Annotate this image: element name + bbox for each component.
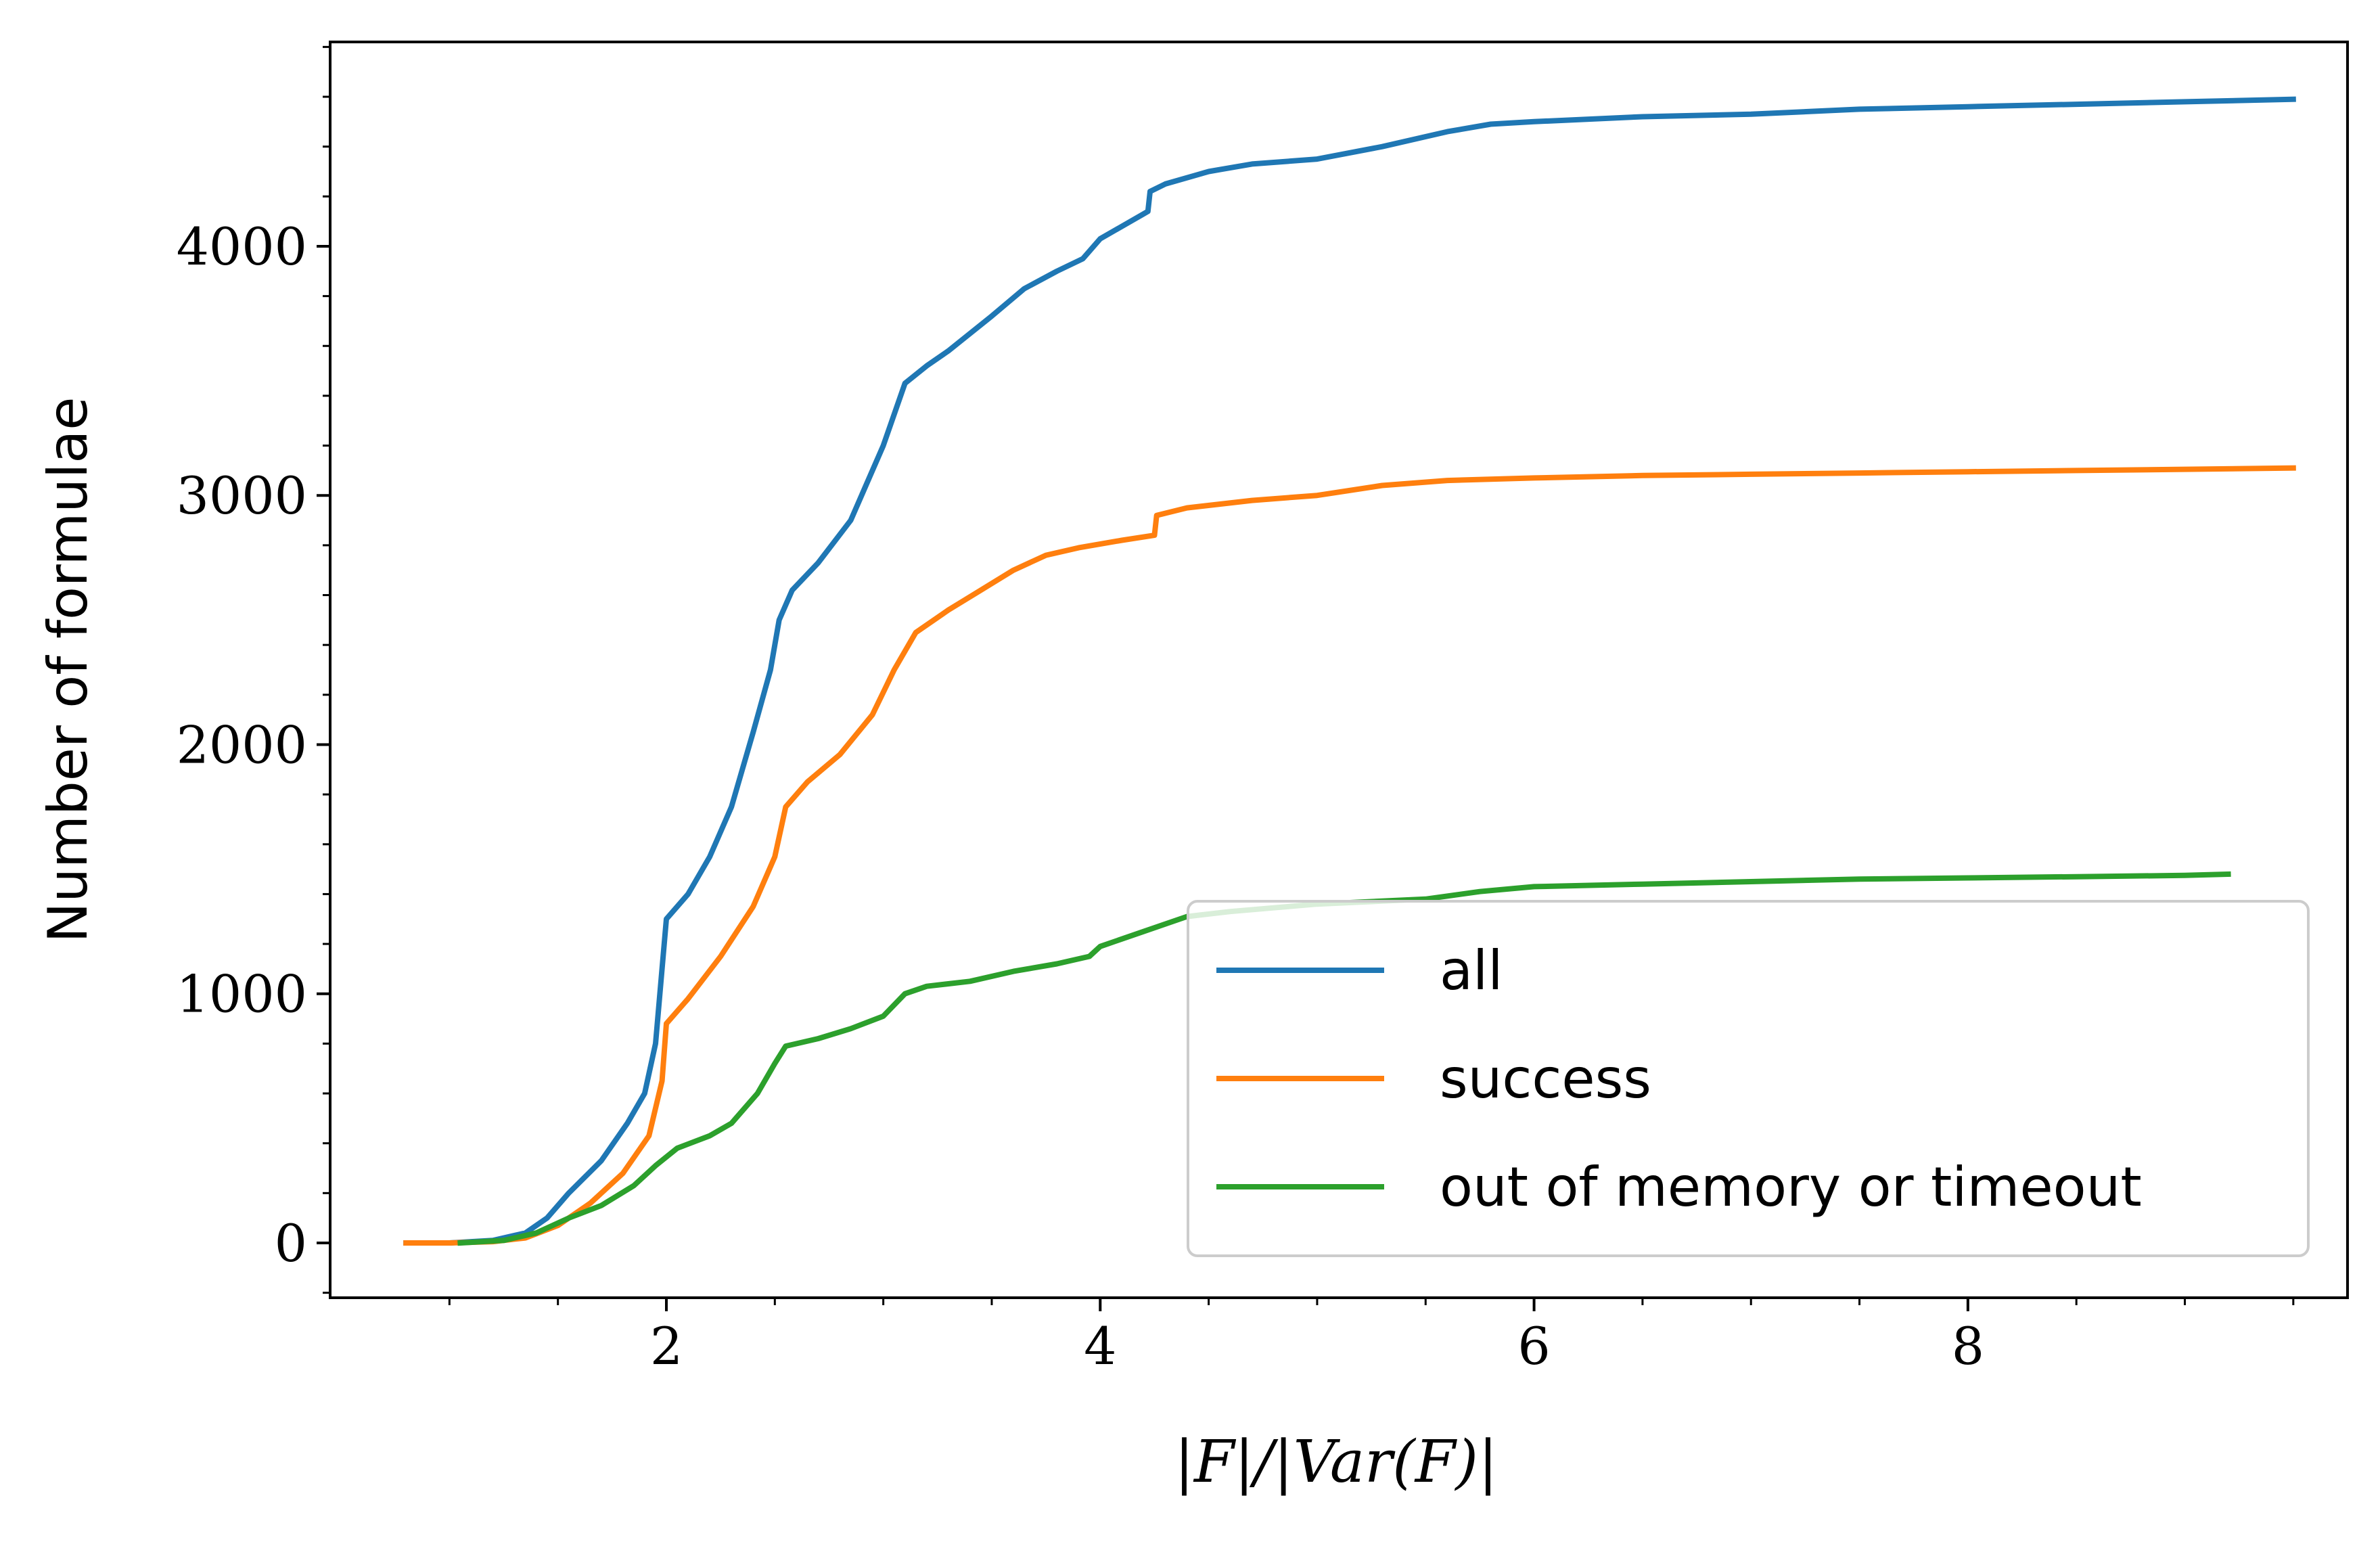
series-layer [403, 96, 2296, 1246]
y-tick-label-0: 0 [275, 1213, 307, 1273]
plot-frame [329, 41, 2349, 1299]
legend-box [1187, 900, 2310, 1257]
y-tick-label-3: 3000 [177, 466, 307, 526]
ticks-layer: 2 4 6 8 0 1000 2000 3000 4000 [177, 45, 2295, 1376]
legend-label-1: success [1440, 1047, 1651, 1110]
series-line-1 [403, 465, 2296, 1246]
x-tick-label-0: 2 [650, 1316, 683, 1376]
y-axis-label: Number of formulae [37, 396, 99, 943]
x-tick-label-3: 8 [1952, 1316, 1984, 1376]
series-line-0 [403, 96, 2296, 1246]
series-line-2 [457, 871, 2231, 1246]
y-tick-label-1: 1000 [177, 964, 307, 1024]
x-axis-label: |F|/|Var(F)| [1174, 1428, 1498, 1496]
legend-label-2: out of memory or timeout [1440, 1156, 2142, 1219]
legend: all success out of memory or timeout [1187, 900, 2310, 1257]
x-tick-label-1: 4 [1084, 1316, 1116, 1376]
x-tick-label-2: 6 [1517, 1316, 1550, 1376]
legend-label-0: all [1440, 939, 1503, 1002]
y-tick-label-2: 2000 [177, 715, 307, 775]
y-tick-label-4: 4000 [177, 217, 307, 277]
